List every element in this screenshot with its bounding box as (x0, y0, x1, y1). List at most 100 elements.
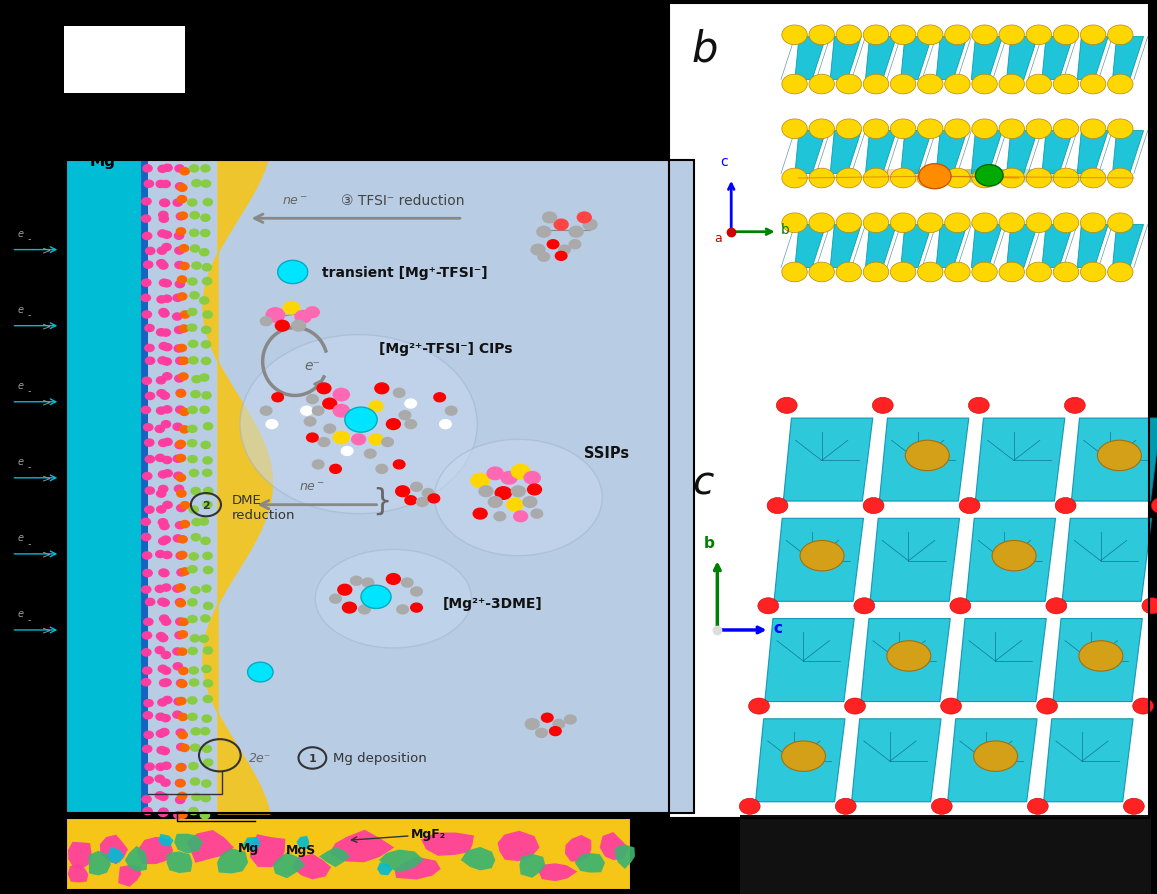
Circle shape (174, 812, 183, 819)
Polygon shape (865, 38, 897, 80)
Circle shape (160, 615, 169, 622)
Bar (66, 161, 141, 814)
Circle shape (202, 552, 212, 560)
Circle shape (376, 465, 388, 474)
Circle shape (301, 407, 312, 416)
Ellipse shape (993, 541, 1037, 571)
Circle shape (422, 489, 434, 498)
Polygon shape (125, 846, 147, 872)
Polygon shape (765, 619, 854, 702)
Circle shape (161, 421, 170, 428)
Circle shape (809, 169, 834, 189)
Circle shape (176, 797, 185, 804)
Circle shape (177, 276, 186, 283)
Circle shape (161, 780, 170, 787)
Polygon shape (293, 854, 331, 880)
Circle shape (401, 578, 413, 587)
Polygon shape (421, 832, 474, 856)
Circle shape (782, 169, 808, 189)
Text: c: c (692, 464, 713, 502)
Circle shape (998, 214, 1024, 233)
Polygon shape (831, 131, 861, 174)
Circle shape (156, 763, 165, 771)
Circle shape (174, 199, 183, 207)
Circle shape (272, 393, 283, 402)
Circle shape (837, 120, 862, 139)
Text: >: > (42, 549, 51, 560)
Circle shape (565, 715, 576, 724)
Circle shape (176, 358, 185, 365)
Circle shape (364, 450, 376, 459)
Circle shape (175, 442, 184, 449)
Text: e⁻: e⁻ (304, 358, 320, 373)
Circle shape (1037, 698, 1057, 714)
Circle shape (175, 632, 184, 639)
Circle shape (142, 473, 152, 480)
Circle shape (782, 75, 808, 95)
Circle shape (739, 798, 760, 814)
Circle shape (998, 169, 1024, 189)
Circle shape (396, 486, 410, 497)
Circle shape (547, 240, 559, 249)
Circle shape (891, 26, 916, 46)
Circle shape (397, 605, 408, 614)
Circle shape (160, 600, 169, 607)
Circle shape (523, 497, 537, 508)
Circle shape (200, 249, 209, 257)
Circle shape (160, 729, 169, 736)
Text: transient [Mg⁺-TFSI⁻]: transient [Mg⁺-TFSI⁻] (322, 266, 487, 280)
Circle shape (191, 246, 200, 253)
Circle shape (157, 746, 167, 754)
Circle shape (160, 310, 169, 317)
Polygon shape (1062, 519, 1151, 602)
Bar (66, 161, 694, 814)
Ellipse shape (1079, 641, 1122, 671)
Circle shape (312, 407, 324, 416)
Circle shape (178, 631, 187, 638)
Circle shape (918, 214, 943, 233)
Circle shape (479, 486, 493, 497)
Circle shape (782, 214, 808, 233)
Circle shape (528, 485, 541, 495)
Polygon shape (565, 835, 591, 862)
Circle shape (160, 343, 169, 350)
Circle shape (145, 487, 154, 494)
Circle shape (1081, 214, 1106, 233)
Circle shape (176, 764, 185, 772)
Circle shape (180, 521, 190, 528)
Circle shape (330, 465, 341, 474)
Circle shape (507, 499, 523, 511)
Circle shape (201, 342, 211, 349)
Circle shape (872, 398, 893, 414)
Circle shape (192, 519, 201, 526)
Text: 2: 2 (202, 500, 209, 510)
Ellipse shape (782, 741, 826, 772)
Circle shape (155, 586, 164, 593)
Polygon shape (901, 131, 931, 174)
Circle shape (945, 120, 970, 139)
Circle shape (201, 215, 211, 222)
Circle shape (176, 441, 185, 448)
Circle shape (191, 728, 200, 735)
Polygon shape (377, 862, 393, 875)
Circle shape (809, 214, 834, 233)
Polygon shape (901, 38, 931, 80)
Circle shape (1026, 169, 1052, 189)
Text: Mg: Mg (90, 154, 116, 168)
Circle shape (333, 389, 349, 401)
Circle shape (202, 502, 212, 509)
Text: -: - (27, 462, 31, 472)
Circle shape (191, 778, 200, 785)
Text: e: e (17, 457, 24, 467)
Circle shape (162, 457, 171, 464)
Bar (66, 161, 694, 814)
Circle shape (200, 728, 209, 735)
Circle shape (782, 26, 808, 46)
Circle shape (178, 812, 187, 819)
Polygon shape (250, 834, 286, 867)
Circle shape (201, 537, 211, 544)
Circle shape (1064, 398, 1085, 414)
Circle shape (174, 473, 183, 480)
Text: e: e (17, 305, 24, 315)
Circle shape (143, 777, 153, 784)
